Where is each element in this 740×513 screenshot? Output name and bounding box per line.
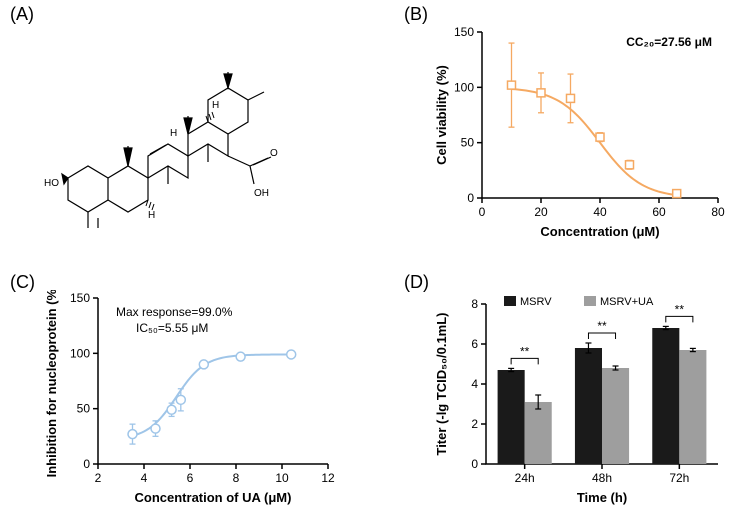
svg-text:50: 50 — [461, 136, 475, 150]
svg-text:Time (h): Time (h) — [577, 490, 627, 505]
svg-text:8: 8 — [471, 297, 478, 311]
svg-text:Concentration of UA (μM): Concentration of UA (μM) — [135, 490, 292, 505]
svg-text:**: ** — [675, 302, 685, 316]
mol-ho-label: HO — [44, 178, 59, 189]
svg-text:MSRV: MSRV — [520, 296, 552, 308]
svg-text:150: 150 — [70, 291, 90, 305]
svg-text:Inhibition for nucleoprotein (: Inhibition for nucleoprotein (%) — [44, 290, 59, 477]
svg-text:0: 0 — [479, 205, 486, 219]
svg-text:48h: 48h — [592, 471, 612, 485]
svg-text:10: 10 — [275, 471, 289, 485]
svg-text:8: 8 — [233, 471, 240, 485]
svg-text:20: 20 — [534, 205, 548, 219]
svg-text:CC₂₀=27.56 μM: CC₂₀=27.56 μM — [626, 35, 712, 49]
svg-text:2: 2 — [471, 417, 478, 431]
svg-text:4: 4 — [471, 377, 478, 391]
svg-text:Titer (-lg TCID₅₀/0.1mL): Titer (-lg TCID₅₀/0.1mL) — [434, 312, 449, 455]
svg-text:Cell viability (%): Cell viability (%) — [434, 65, 449, 165]
svg-text:**: ** — [597, 319, 607, 333]
panel-b-chart: 0 20 40 60 80 0 50 100 150 Concentration (μM) Cell… — [430, 22, 730, 242]
mol-h-label-3: H — [212, 100, 219, 111]
svg-text:24h: 24h — [515, 471, 535, 485]
svg-text:2: 2 — [95, 471, 102, 485]
svg-text:6: 6 — [471, 337, 478, 351]
svg-text:12: 12 — [321, 471, 335, 485]
svg-text:80: 80 — [711, 205, 725, 219]
panel-b-label: (B) — [404, 4, 428, 25]
svg-text:50: 50 — [77, 402, 91, 416]
panel-a-label: (A) — [10, 4, 34, 25]
svg-text:MSRV+UA: MSRV+UA — [600, 296, 654, 308]
panel-c-label: (C) — [10, 272, 35, 293]
svg-text:Concentration (μM): Concentration (μM) — [540, 224, 659, 239]
svg-text:0: 0 — [467, 191, 474, 205]
svg-text:0: 0 — [471, 457, 478, 471]
svg-text:0: 0 — [83, 457, 90, 471]
svg-text:72h: 72h — [669, 471, 689, 485]
mol-o-label: O — [270, 148, 278, 159]
svg-text:100: 100 — [70, 346, 90, 360]
panel-a-molecule: HO H H H O OH — [40, 28, 340, 228]
svg-text:150: 150 — [454, 25, 474, 39]
svg-text:Max response=99.0%: Max response=99.0% — [116, 305, 233, 319]
svg-text:**: ** — [520, 344, 530, 358]
panel-d-label: (D) — [404, 272, 429, 293]
mol-h-label-2: H — [170, 128, 177, 139]
panel-c-chart: 2 4 6 8 10 12 0 50 100 150 Concentration of UA (μM… — [40, 290, 340, 508]
mol-h-label: H — [148, 210, 155, 221]
svg-text:6: 6 — [187, 471, 194, 485]
svg-text:100: 100 — [454, 80, 474, 94]
svg-text:IC₅₀=5.55 μM: IC₅₀=5.55 μM — [136, 321, 208, 335]
svg-text:40: 40 — [593, 205, 607, 219]
mol-oh-label: OH — [254, 188, 269, 199]
svg-text:4: 4 — [141, 471, 148, 485]
svg-text:60: 60 — [652, 205, 666, 219]
panel-d-chart: 0 2 4 6 8 24h 48h 72h Time (h) Titer (-lg TCID₅₀/… — [430, 290, 730, 508]
